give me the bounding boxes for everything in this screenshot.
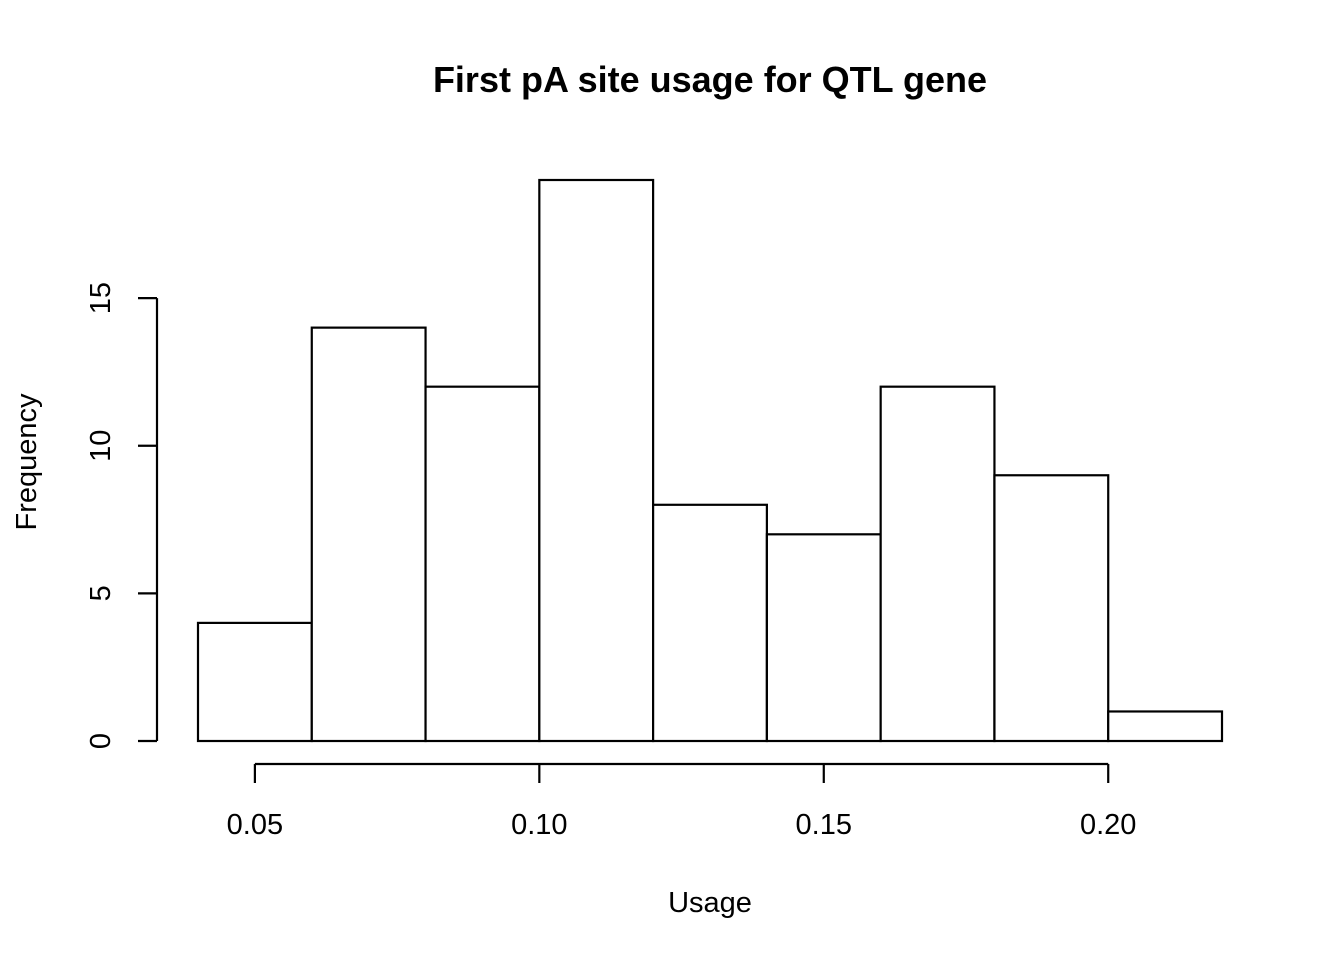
histogram-bar xyxy=(765,533,882,743)
y-axis-label: Frequency xyxy=(11,393,43,531)
x-tick-label: 0.10 xyxy=(511,809,567,841)
histogram-bar xyxy=(1107,710,1224,743)
y-tick-label: 10 xyxy=(85,430,117,462)
y-tick-label: 15 xyxy=(85,282,117,314)
histogram-bar xyxy=(879,385,996,743)
x-tick-label: 0.15 xyxy=(796,809,852,841)
histogram-bar xyxy=(538,178,655,743)
histogram-bar xyxy=(652,503,768,743)
y-axis: 0 5 10 15 xyxy=(85,282,159,749)
histogram-bar xyxy=(196,621,313,743)
y-tick-label: 5 xyxy=(85,585,117,601)
histogram-bar xyxy=(993,474,1110,743)
x-tick-label: 0.05 xyxy=(227,809,283,841)
histogram-bar xyxy=(424,385,541,743)
y-tick-label: 0 xyxy=(85,733,117,749)
x-axis: 0.05 0.10 0.15 0.20 xyxy=(227,762,1136,841)
x-tick-label: 0.20 xyxy=(1080,809,1136,841)
histogram-bars xyxy=(196,178,1224,743)
histogram-bar xyxy=(310,326,427,743)
x-axis-label: Usage xyxy=(668,887,752,919)
chart-title: First pA site usage for QTL gene xyxy=(433,59,987,100)
